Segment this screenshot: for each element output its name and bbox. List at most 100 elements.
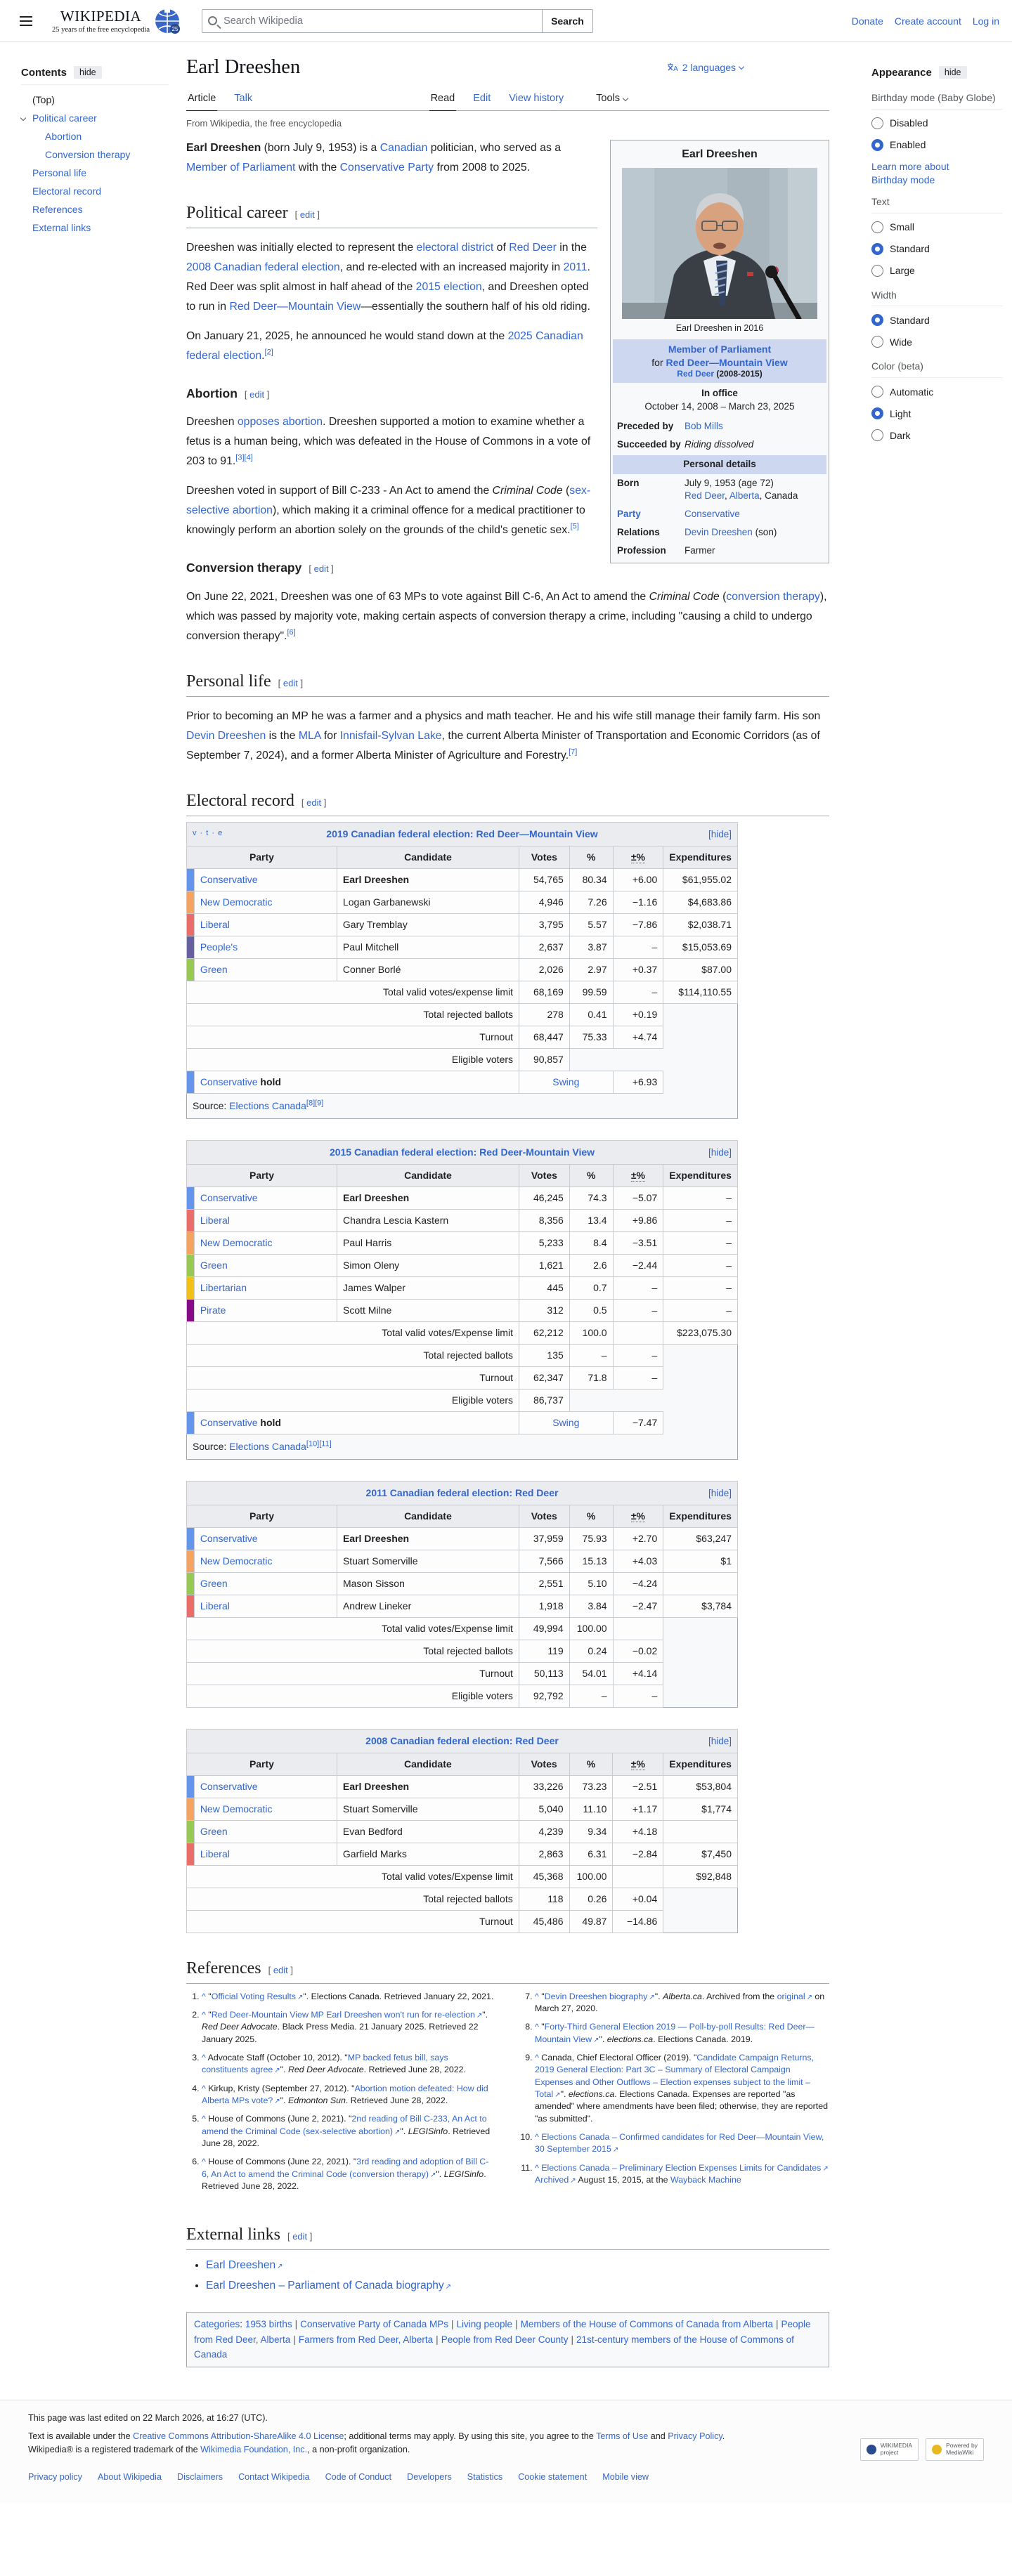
infobox-photo[interactable] (622, 167, 817, 319)
party-link[interactable]: Conservative (200, 1416, 258, 1428)
wiki-link[interactable]: ^ (202, 2009, 206, 2020)
party-link[interactable]: New Democratic (200, 896, 273, 908)
party-link[interactable]: Pirate (200, 1304, 226, 1316)
wiki-link[interactable]: Official Voting Results (211, 1991, 296, 2001)
chevron-down-icon[interactable] (20, 115, 27, 122)
wiki-link[interactable]: Red Deer (677, 368, 714, 379)
radio-button[interactable] (871, 386, 883, 398)
wiki-link[interactable]: Abortion motion defeated: How did Albert… (202, 2083, 488, 2106)
wiki-link[interactable]: Wayback Machine (670, 2175, 741, 2185)
wiki-link[interactable]: Elections Canada (229, 1440, 306, 1452)
party-link[interactable]: Conservative (200, 1532, 258, 1544)
wikipedia-logo[interactable]: WIKIPEDIA 25 years of the free encyclope… (52, 7, 181, 34)
party-link[interactable]: New Democratic (200, 1803, 273, 1815)
radio-button[interactable] (871, 242, 883, 255)
footer-link[interactable]: Mobile view (602, 2471, 649, 2482)
wiki-link[interactable]: Devin Dreeshen (685, 527, 753, 538)
toc-item-external-links[interactable]: External links (32, 222, 91, 233)
edit-link[interactable]: edit (306, 797, 322, 808)
reference-link[interactable]: [3][4] (235, 453, 253, 462)
party-link[interactable]: Liberal (200, 1214, 230, 1226)
party-link[interactable]: Liberal (200, 918, 230, 930)
wiki-link[interactable]: Devin Dreeshen (186, 729, 266, 742)
vte-links[interactable]: v · t · e (193, 828, 223, 837)
wiki-link[interactable]: 2nd reading of Bill C-233, An Act to ame… (202, 2114, 487, 2136)
category-link[interactable]: People from Red Deer County (441, 2334, 569, 2345)
tab-view-history[interactable]: View history (509, 93, 564, 104)
wiki-link[interactable]: ^ (202, 2083, 206, 2093)
swing-link[interactable]: Swing (552, 1416, 580, 1428)
wiki-link[interactable]: electoral district (416, 242, 494, 254)
search-input[interactable] (223, 15, 537, 27)
category-link[interactable]: 21st-century members of the House of Com… (194, 2334, 794, 2360)
party-link[interactable]: Liberal (200, 1848, 230, 1859)
tab-talk[interactable]: Talk (234, 93, 253, 104)
wiki-link[interactable]: Elections Canada (229, 1099, 306, 1111)
category-link[interactable]: Living people (456, 2319, 513, 2330)
search-button[interactable]: Search (543, 8, 593, 33)
table-hide-button[interactable]: [hide] (708, 1487, 732, 1498)
wiki-link[interactable]: ^ (535, 2022, 539, 2032)
edit-link[interactable]: edit (292, 2230, 308, 2242)
wiki-link[interactable]: Devin Dreeshen biography (544, 1991, 648, 2001)
election-table-title[interactable]: 2015 Canadian federal election: Red Deer… (329, 1146, 595, 1158)
radio-option-small[interactable]: Small (871, 216, 1002, 238)
category-link[interactable]: Farmers from Red Deer, Alberta (298, 2334, 434, 2345)
wiki-link[interactable]: ^ (202, 2052, 206, 2062)
footer-link[interactable]: Privacy policy (28, 2471, 82, 2482)
footer-link[interactable]: Code of Conduct (325, 2471, 392, 2482)
wiki-link[interactable]: Creative Commons Attribution-ShareAlike … (133, 2431, 344, 2441)
party-link[interactable]: Liberal (200, 1600, 230, 1611)
footer-link[interactable]: Disclaimers (177, 2471, 223, 2482)
wiki-link[interactable]: Forty-Third General Election 2019 — Poll… (535, 2022, 815, 2044)
radio-button[interactable] (871, 407, 883, 420)
reference-link[interactable]: [6] (287, 628, 296, 637)
category-link[interactable]: Conservative Party of Canada MPs (300, 2319, 448, 2330)
reference-link[interactable]: [2] (264, 348, 273, 357)
table-hide-button[interactable]: [hide] (708, 1146, 732, 1158)
edit-link[interactable]: edit (283, 677, 298, 688)
wiki-link[interactable]: Member of Parliament (668, 344, 772, 355)
wiki-link[interactable]: Red Deer—Mountain View (229, 301, 361, 313)
toc-item-political-career[interactable]: Political career (20, 109, 169, 127)
wiki-link[interactable]: ^ (202, 2157, 206, 2167)
wiki-link[interactable]: Conservative Party (339, 162, 434, 174)
wiki-link[interactable]: Red Deer-Mountain View MP Earl Dreeshen … (211, 2009, 475, 2020)
radio-button[interactable] (871, 314, 883, 327)
wiki-link[interactable]: 3rd reading and adoption of Bill C-6, An… (202, 2157, 489, 2179)
tab-read[interactable]: Read (429, 87, 457, 111)
radio-option-automatic[interactable]: Automatic (871, 381, 1002, 403)
radio-button[interactable] (871, 221, 883, 233)
categories-label[interactable]: Categories (194, 2319, 240, 2330)
wiki-link[interactable]: ^ (535, 2052, 539, 2062)
search-box[interactable] (202, 8, 543, 33)
donate-link[interactable]: Donate (851, 15, 883, 27)
wiki-link[interactable]: Wikimedia Foundation, Inc. (200, 2444, 308, 2454)
party-link[interactable]: Conservative (200, 1075, 258, 1087)
election-table-title[interactable]: 2011 Canadian federal election: Red Deer (365, 1486, 559, 1498)
footer-link[interactable]: Statistics (467, 2471, 503, 2482)
wiki-link[interactable]: Privacy Policy (668, 2431, 722, 2441)
party-link[interactable]: New Democratic (200, 1236, 273, 1248)
edit-link[interactable]: edit (249, 389, 265, 400)
wiki-link[interactable]: Canadian (379, 142, 428, 154)
wiki-link[interactable]: 2008 Canadian federal election (186, 261, 340, 273)
wiki-link[interactable]: Elections Canada – Preliminary Election … (541, 2162, 822, 2173)
party-link[interactable]: Libertarian (200, 1281, 247, 1293)
wiki-link[interactable]: MP backed fetus bill, says constituents … (202, 2052, 448, 2075)
radio-button[interactable] (871, 117, 883, 129)
footer-badge[interactable]: WIKIMEDIA project (859, 2438, 919, 2461)
category-link[interactable]: Members of the House of Commons of Canad… (520, 2319, 774, 2330)
radio-option-dark[interactable]: Dark (871, 424, 1002, 446)
category-link[interactable]: 1953 births (245, 2319, 292, 2330)
toc-item-electoral-record[interactable]: Electoral record (32, 185, 102, 197)
toc-item-personal-life[interactable]: Personal life (32, 167, 87, 178)
wiki-link[interactable]: original (777, 1991, 805, 2001)
hamburger-menu-icon[interactable] (20, 13, 32, 29)
radio-option-light[interactable]: Light (871, 403, 1002, 424)
radio-button[interactable] (871, 429, 883, 442)
wiki-link[interactable]: ^ (535, 1991, 539, 2001)
tab-edit[interactable]: Edit (473, 93, 491, 104)
wiki-link[interactable]: Member of Parliament (186, 162, 296, 174)
wiki-link[interactable]: Red Deer (509, 242, 557, 254)
